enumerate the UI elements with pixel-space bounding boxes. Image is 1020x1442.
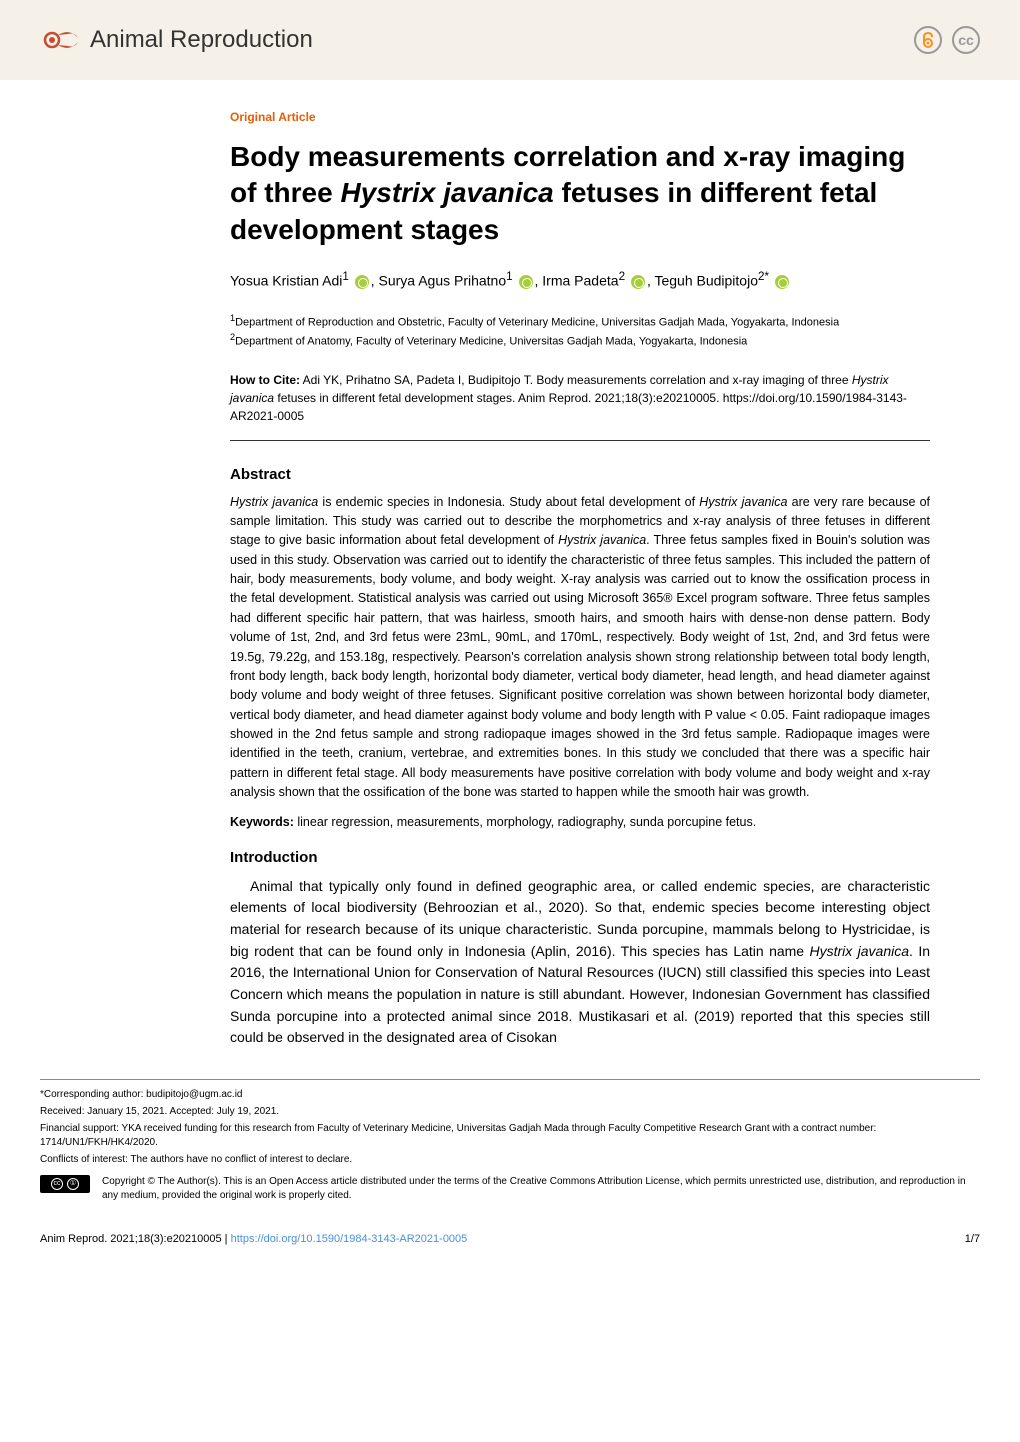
aff-2-text: Department of Anatomy, Faculty of Veteri… [235, 336, 747, 348]
article-type: Original Article [230, 110, 930, 124]
abs-em3: Hystrix javanica [558, 533, 646, 547]
abstract-text: Hystrix javanica is endemic species in I… [230, 493, 930, 803]
abs-p1: is endemic species in Indonesia. Study a… [318, 495, 699, 509]
author-2: Surya Agus Prihatno [379, 273, 507, 289]
doi-link[interactable]: https://doi.org/10.1590/1984-3143-AR2021… [231, 1233, 468, 1245]
aff-1-text: Department of Reproduction and Obstetric… [235, 317, 839, 329]
keywords-label: Keywords: [230, 815, 294, 829]
keywords-text: linear regression, measurements, morphol… [294, 815, 756, 829]
received-date: Received: January 15, 2021. Accepted: Ju… [40, 1105, 980, 1119]
orcid-icon[interactable] [519, 275, 533, 289]
copyright-text: Copyright © The Author(s). This is an Op… [102, 1175, 980, 1203]
authors-list: Yosua Kristian Adi1 , Surya Agus Prihatn… [230, 268, 930, 292]
abstract-heading: Abstract [230, 466, 930, 483]
affiliation-1: 1Department of Reproduction and Obstetri… [230, 312, 930, 331]
orcid-icon[interactable] [355, 275, 369, 289]
author-3: Irma Padeta [542, 273, 618, 289]
introduction-text: Animal that typically only found in defi… [230, 876, 930, 1050]
copyright-row: cc① Copyright © The Author(s). This is a… [40, 1175, 980, 1203]
cite-part2: fetuses in different fetal development s… [230, 391, 907, 423]
cc-by-badge-icon: cc① [40, 1175, 90, 1193]
introduction-heading: Introduction [230, 849, 930, 866]
affiliations: 1Department of Reproduction and Obstetri… [230, 312, 930, 350]
journal-footer: Anim Reprod. 2021;18(3):e20210005 | http… [0, 1233, 1020, 1265]
article-title: Body measurements correlation and x-ray … [230, 139, 930, 248]
header-band: Animal Reproduction cc [0, 0, 1020, 80]
author-1-sup: 1 [342, 270, 348, 283]
keywords: Keywords: linear regression, measurement… [230, 815, 930, 829]
orcid-icon[interactable] [631, 275, 645, 289]
intro-em1: Hystrix javanica [810, 943, 910, 959]
conflicts-interest: Conflicts of interest: The authors have … [40, 1153, 980, 1167]
license-icons: cc [914, 26, 980, 54]
how-to-cite: How to Cite: Adi YK, Prihatno SA, Padeta… [230, 371, 930, 425]
footer-divider [40, 1079, 980, 1080]
citation-text: Anim Reprod. 2021;18(3):e20210005 | [40, 1233, 231, 1245]
journal-logo-icon [40, 20, 80, 60]
footer-section: *Corresponding author: budipitojo@ugm.ac… [0, 1069, 1020, 1233]
orcid-icon[interactable] [775, 275, 789, 289]
affiliation-2: 2Department of Anatomy, Faculty of Veter… [230, 331, 930, 350]
title-em: Hystrix javanica [340, 177, 553, 208]
author-1: Yosua Kristian Adi [230, 273, 342, 289]
article-content: Original Article Body measurements corre… [0, 80, 1020, 1069]
abs-em2: Hystrix javanica [699, 495, 787, 509]
journal-name: Animal Reproduction [90, 26, 313, 54]
author-3-sup: 2 [619, 270, 625, 283]
divider [230, 440, 930, 441]
author-4-sup: 2* [758, 270, 769, 283]
footer-citation: Anim Reprod. 2021;18(3):e20210005 | http… [40, 1233, 467, 1245]
open-access-icon [914, 26, 942, 54]
corresponding-author: *Corresponding author: budipitojo@ugm.ac… [40, 1088, 980, 1102]
author-2-sup: 1 [506, 270, 512, 283]
cc-license-icon: cc [952, 26, 980, 54]
financial-support: Financial support: YKA received funding … [40, 1122, 980, 1150]
cite-part1: Adi YK, Prihatno SA, Padeta I, Budipitoj… [300, 373, 852, 387]
abs-em1: Hystrix javanica [230, 495, 318, 509]
author-4: Teguh Budipitojo [654, 273, 758, 289]
page-number: 1/7 [965, 1233, 980, 1245]
abs-p3: . Three fetus samples fixed in Bouin's s… [230, 533, 930, 799]
cite-label: How to Cite: [230, 373, 300, 387]
journal-logo: Animal Reproduction [40, 20, 313, 60]
